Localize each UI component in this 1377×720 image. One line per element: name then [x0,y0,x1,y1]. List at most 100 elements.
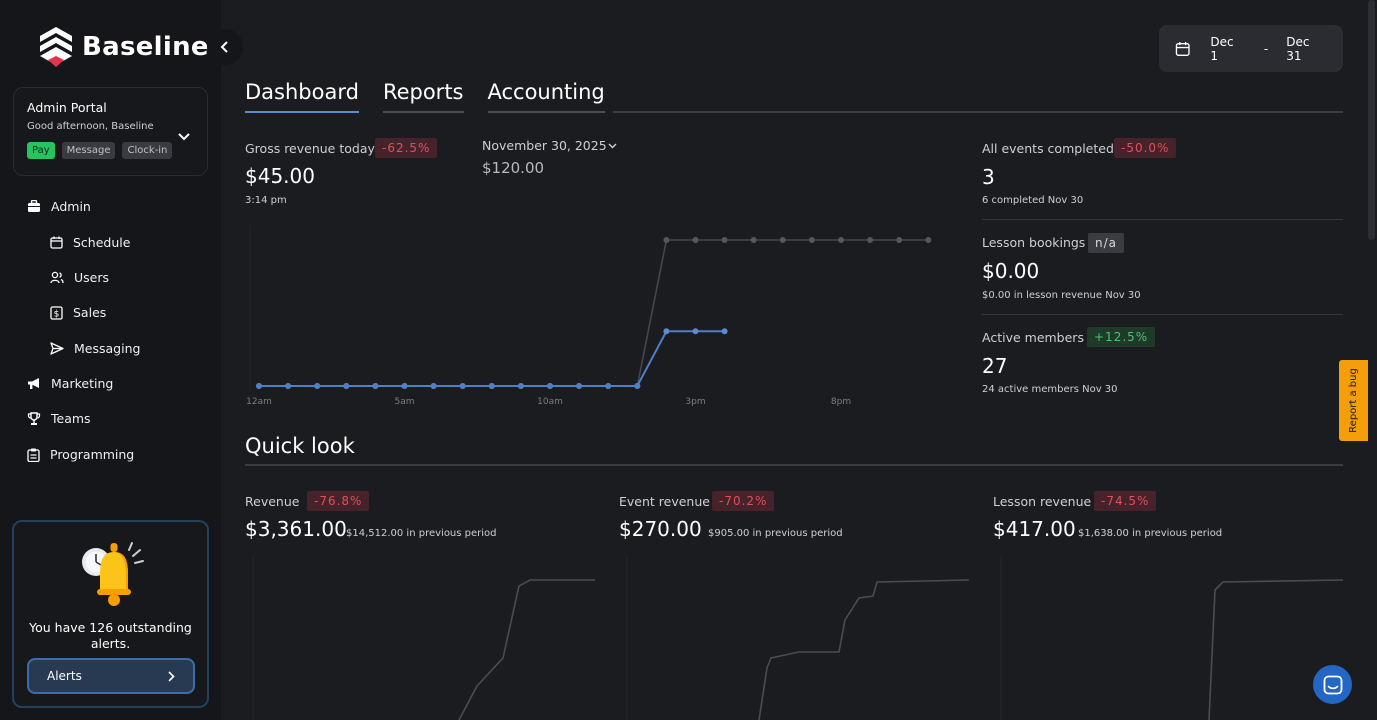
report-bug-button[interactable]: Report a bug [1339,360,1368,441]
data-point-today [721,328,728,335]
collapse-sidebar-button[interactable] [207,29,243,65]
pay-tag[interactable]: Pay [27,142,55,159]
lesson-revenue-previous: $1,638.00 in previous period [1078,528,1223,539]
sidebar-item-admin[interactable]: Admin [27,199,91,214]
sidebar-item-label: Programming [50,447,135,462]
alerts-button-label: Alerts [47,669,82,683]
x-tick-label: 12am [246,397,272,407]
data-point-comparison [343,383,350,389]
x-tick-label: 8pm [831,397,851,407]
members-value: 27 [982,354,1008,378]
gross-revenue-time: 3:14 pm [245,195,287,206]
chevron-left-icon [220,41,228,53]
lesson-revenue-badge: -74.5% [1094,491,1157,511]
revenue-trend-chart [252,556,595,720]
events-value: 3 [982,165,995,189]
members-sub: 24 active members Nov 30 [982,384,1118,395]
date-separator: - [1263,41,1269,56]
lesson-revenue-value: $417.00 [993,517,1076,541]
compare-value: $120.00 [482,159,545,177]
members-badge: +12.5% [1087,327,1156,347]
data-point-comparison [430,383,437,389]
sidebar-item-label: Schedule [73,235,131,250]
sidebar-item-label: Users [74,270,110,285]
alerts-button[interactable]: Alerts [27,658,195,694]
compare-date: November 30, 2025 [482,138,607,153]
trend-line [1208,579,1344,720]
gross-revenue-badge: -62.5% [375,138,438,158]
event-revenue-value: $270.00 [619,517,702,541]
data-point-comparison [838,237,844,243]
event-revenue-badge: -70.2% [712,491,775,511]
x-tick-label: 5am [394,397,414,407]
series-line-comparison [259,239,929,387]
message-tag[interactable]: Message [61,142,116,159]
data-point-comparison [692,237,699,243]
event-revenue-trend-chart [626,556,970,720]
report-bug-label: Report a bug [1348,368,1360,433]
chat-button[interactable] [1313,665,1352,704]
chevron-down-icon[interactable] [178,126,190,145]
members-label: Active members [982,330,1084,345]
sidebar-item-sales[interactable]: $ Sales [50,305,106,320]
data-point-comparison [459,383,466,389]
date-start: Dec 1 [1210,34,1234,63]
alarm-bell-icon [82,542,144,606]
admin-portal-card[interactable]: Admin Portal Good afternoon, Baseline Pa… [13,87,208,176]
clock-in-tag[interactable]: Clock-in [122,142,173,159]
data-point-comparison [721,237,728,243]
chevron-down-icon [608,143,617,148]
sidebar-item-messaging[interactable]: Messaging [50,341,140,356]
sidebar-item-programming[interactable]: Programming [27,447,134,462]
tab-dashboard[interactable]: Dashboard [245,80,359,113]
megaphone-icon [28,378,39,389]
send-icon [50,342,64,355]
data-point-comparison [372,383,379,389]
compare-date-dropdown[interactable]: November 30, 2025 [482,138,617,153]
alerts-message: You have 126 outstanding alerts. [29,620,192,651]
briefcase-icon [28,200,40,212]
sidebar-item-users[interactable]: Users [50,270,109,285]
data-point-comparison [925,237,932,243]
tabs-divider [613,111,1343,113]
date-end: Dec 31 [1286,34,1310,63]
metric-divider [982,219,1343,220]
sidebar-item-label: Admin [51,199,91,214]
lessons-sub: $0.00 in lesson revenue Nov 30 [982,290,1141,301]
data-point-comparison [867,237,874,243]
data-point-comparison [896,237,903,243]
gross-revenue-value: $45.00 [245,164,315,188]
data-point-comparison [605,383,612,389]
data-point-comparison [256,383,262,389]
trend-line [458,579,595,720]
tab-reports[interactable]: Reports [382,80,464,113]
sidebar-item-label: Sales [73,305,107,320]
trend-line [758,579,970,720]
sidebar-item-marketing[interactable]: Marketing [27,376,113,391]
brand-logo[interactable]: Baseline [38,26,209,68]
data-point-comparison [808,237,815,243]
lesson-revenue-trend-chart [1000,556,1344,720]
revenue-label: Revenue [245,494,300,509]
lesson-revenue-label: Lesson revenue [993,494,1092,509]
date-range-picker[interactable]: Dec 1 - Dec 31 [1159,25,1343,72]
data-point-today [663,328,670,335]
users-icon [50,271,64,284]
data-point-comparison [285,383,292,389]
tab-accounting[interactable]: Accounting [487,80,605,113]
sidebar-item-label: Marketing [51,376,114,391]
dollar-receipt-icon: $ [50,305,63,320]
events-badge: -50.0% [1114,138,1177,158]
baseline-logo-icon [40,27,72,67]
sidebar-item-schedule[interactable]: Schedule [50,235,130,250]
lessons-value: $0.00 [982,259,1040,283]
scrollbar[interactable] [1368,0,1375,240]
quick-look-divider [245,464,1343,466]
sidebar-item-teams[interactable]: Teams [27,411,91,426]
x-tick-label: 3pm [685,397,705,407]
main-tabs: Dashboard Reports Accounting [245,80,629,113]
data-point-comparison [779,237,786,243]
portal-greeting: Good afternoon, Baseline [27,121,154,132]
revenue-value: $3,361.00 [245,517,347,541]
data-point-comparison [401,383,408,389]
